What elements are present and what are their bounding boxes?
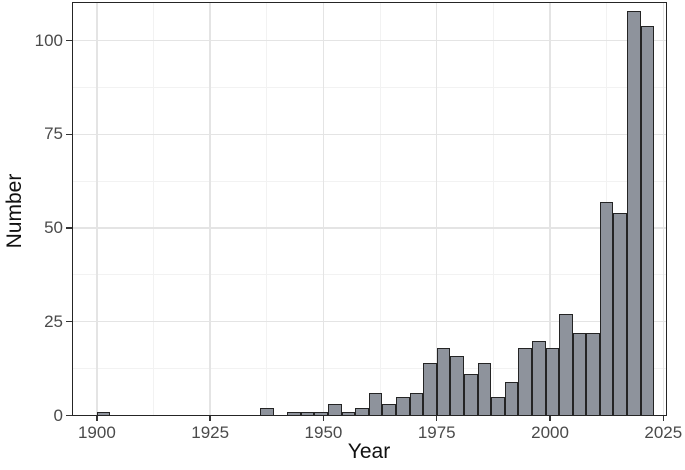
x-tick-mark bbox=[662, 415, 665, 421]
x-tick-label: 1925 bbox=[191, 422, 230, 442]
y-tick-mark bbox=[66, 414, 72, 417]
histogram-bar bbox=[395, 396, 410, 416]
y-tick-label: 100 bbox=[34, 30, 63, 50]
histogram-bar bbox=[477, 363, 492, 416]
x-tick-label: 1950 bbox=[304, 422, 343, 442]
x-minor-gridline bbox=[492, 1, 494, 416]
x-tick-label: 1975 bbox=[417, 422, 456, 442]
histogram-bar bbox=[572, 333, 587, 416]
histogram-bar bbox=[559, 314, 573, 416]
histogram-bar bbox=[545, 348, 560, 416]
y-major-gridline bbox=[71, 227, 667, 229]
histogram-bar bbox=[504, 381, 519, 416]
x-major-gridline bbox=[436, 1, 438, 416]
x-tick-mark bbox=[96, 415, 98, 421]
histogram-bar bbox=[409, 393, 424, 416]
histogram-bar bbox=[613, 213, 628, 416]
histogram-bar bbox=[260, 408, 274, 416]
x-tick-mark bbox=[436, 415, 438, 421]
y-tick-label: 0 bbox=[53, 405, 63, 425]
x-major-gridline bbox=[662, 1, 665, 416]
y-tick-mark bbox=[66, 133, 72, 135]
x-major-gridline bbox=[549, 1, 551, 416]
y-tick-label: 25 bbox=[44, 311, 63, 331]
histogram-bar bbox=[423, 363, 437, 416]
y-minor-gridline bbox=[71, 180, 667, 182]
x-tick-label: 2000 bbox=[531, 422, 569, 442]
y-major-gridline bbox=[71, 133, 667, 135]
histogram-bar bbox=[491, 396, 505, 416]
y-tick-label: 50 bbox=[44, 218, 63, 237]
histogram-bar bbox=[518, 348, 532, 416]
histogram-bar bbox=[599, 201, 614, 416]
y-minor-gridline bbox=[71, 86, 667, 88]
x-tick-mark bbox=[322, 415, 325, 421]
x-tick-label: 2025 bbox=[644, 422, 683, 442]
histogram-bar bbox=[314, 411, 328, 416]
x-major-gridline bbox=[322, 1, 325, 416]
y-minor-gridline bbox=[71, 274, 667, 276]
histogram-bar bbox=[627, 10, 641, 416]
x-minor-gridline bbox=[266, 1, 268, 416]
y-tick-mark bbox=[66, 227, 72, 229]
x-tick-mark bbox=[549, 415, 551, 421]
y-tick-mark bbox=[66, 321, 72, 323]
y-tick-mark bbox=[66, 39, 72, 42]
x-major-gridline bbox=[209, 1, 211, 416]
y-minor-gridline bbox=[71, 368, 667, 370]
y-major-gridline bbox=[71, 321, 667, 323]
histogram-bar bbox=[287, 411, 301, 416]
histogram-bar bbox=[450, 355, 464, 416]
x-axis-title: Year bbox=[347, 440, 391, 463]
x-tick-mark bbox=[209, 415, 211, 421]
histogram-bar bbox=[463, 374, 478, 416]
histogram-bar bbox=[368, 393, 383, 416]
histogram-bar bbox=[341, 411, 356, 416]
x-major-gridline bbox=[96, 1, 98, 416]
x-tick-label: 1900 bbox=[77, 422, 116, 442]
y-tick-label: 75 bbox=[44, 124, 63, 144]
histogram-bar bbox=[586, 333, 600, 416]
histogram-bar bbox=[355, 408, 369, 416]
histogram-bar bbox=[640, 25, 655, 416]
histogram-bar bbox=[382, 404, 396, 416]
y-major-gridline bbox=[71, 39, 667, 42]
histogram-bar bbox=[531, 340, 546, 416]
histogram-bar bbox=[327, 404, 342, 416]
histogram-bar bbox=[436, 348, 451, 416]
x-minor-gridline bbox=[379, 1, 381, 416]
plot-panel bbox=[71, 1, 667, 416]
histogram-bar bbox=[300, 411, 315, 416]
x-minor-gridline bbox=[153, 1, 155, 416]
histogram-bar bbox=[96, 411, 111, 416]
